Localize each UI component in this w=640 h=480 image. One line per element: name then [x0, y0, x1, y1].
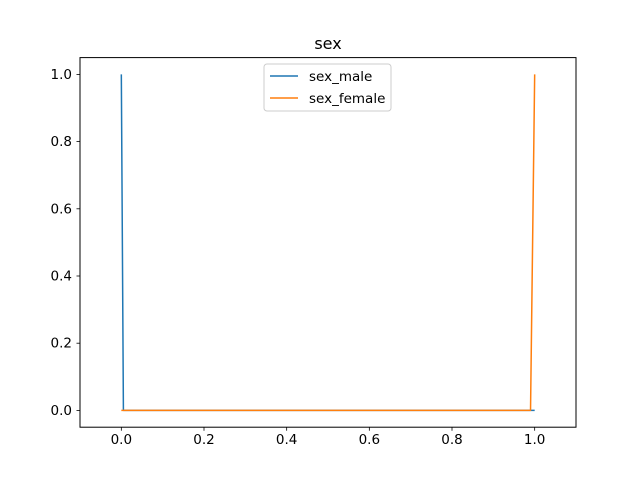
legend-label-sex_female: sex_female — [309, 91, 385, 107]
y-axis: 0.0 0.2 0.4 0.6 0.8 1.0 — [51, 67, 80, 419]
y-tick-label: 0.6 — [51, 201, 72, 217]
x-tick-label: 0.8 — [441, 432, 462, 448]
x-axis: 0.0 0.2 0.4 0.6 0.8 1.0 — [111, 427, 545, 448]
legend: sex_male sex_female — [263, 63, 392, 112]
y-tick-label: 0.0 — [51, 403, 72, 419]
x-tick-label: 0.6 — [359, 432, 380, 448]
plot-frame — [79, 57, 577, 428]
y-tick-label: 0.8 — [51, 134, 72, 150]
plot-lines — [120, 74, 536, 412]
series-line-sex_male — [120, 74, 535, 412]
legend-label-sex_male: sex_male — [309, 69, 372, 85]
y-tick-label: 0.4 — [51, 269, 72, 285]
y-tick-label: 1.0 — [51, 67, 72, 83]
x-tick-label: 1.0 — [524, 432, 545, 448]
x-tick-label: 0.2 — [193, 432, 214, 448]
chart-title: sex — [314, 34, 341, 53]
y-tick-label: 0.2 — [51, 336, 72, 352]
x-tick-label: 0.4 — [276, 432, 297, 448]
x-tick-label: 0.0 — [111, 432, 132, 448]
series-line-sex_female — [121, 74, 536, 412]
